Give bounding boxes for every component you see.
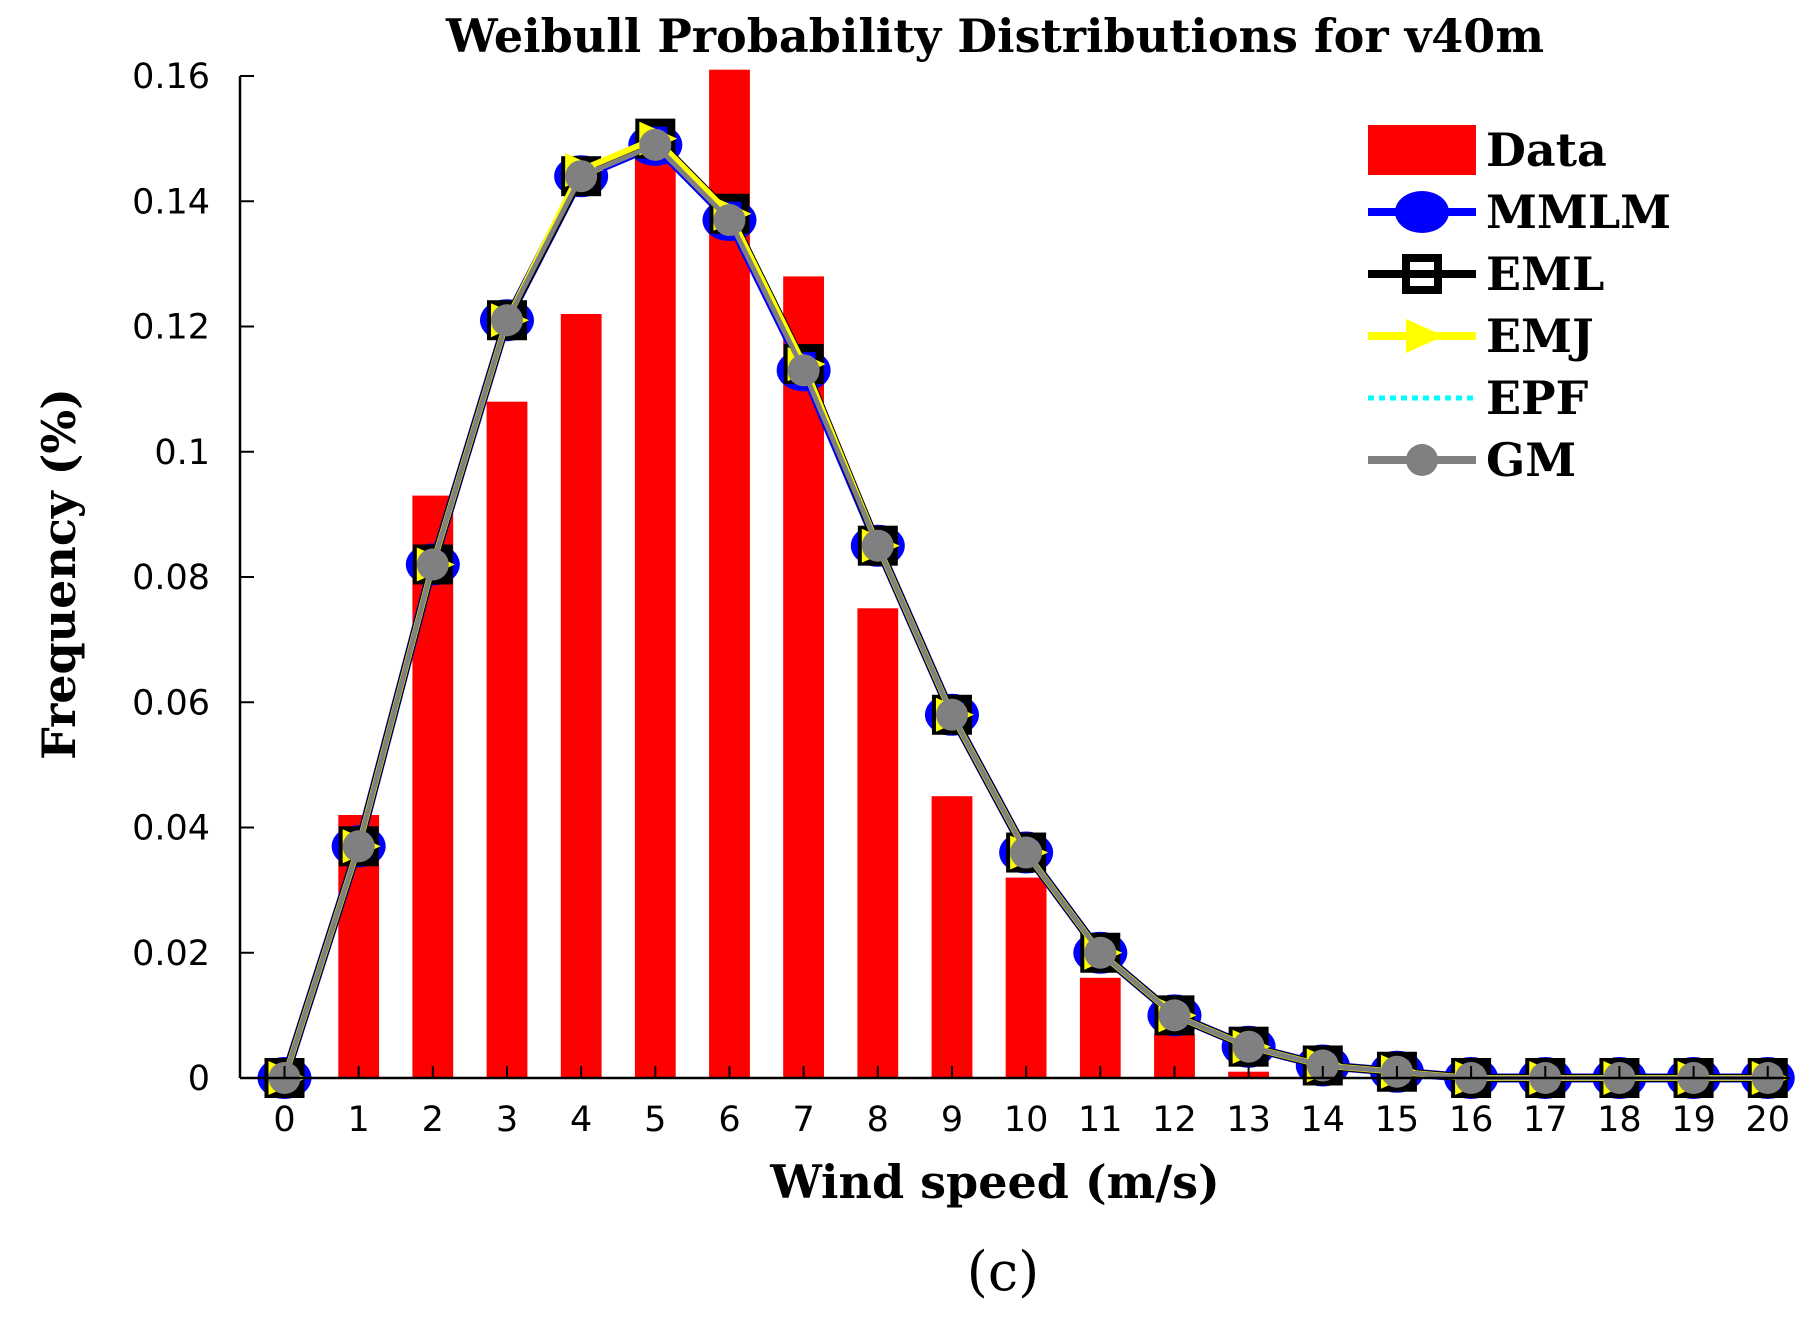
bar-2 <box>412 495 454 1079</box>
x-tick-label: 17 <box>1523 1100 1568 1140</box>
x-tick-label: 2 <box>422 1100 444 1140</box>
x-tick-label: 6 <box>718 1100 740 1140</box>
x-tick-label: 7 <box>792 1100 814 1140</box>
legend-item-data: Data <box>1368 123 1607 177</box>
x-tick-label: 0 <box>273 1100 295 1140</box>
x-tick-label: 9 <box>941 1100 963 1140</box>
x-tick-label: 14 <box>1301 1100 1346 1140</box>
gm-point-13 <box>1232 1030 1265 1063</box>
gm-point-8 <box>861 529 894 562</box>
y-tick-label: 0 <box>188 1059 210 1099</box>
x-tick-label: 5 <box>644 1100 666 1140</box>
y-tick-label: 0.04 <box>132 809 210 849</box>
legend-swatch <box>1368 125 1476 175</box>
legend-marker <box>1402 254 1442 294</box>
bar-9 <box>931 796 973 1078</box>
gm-point-10 <box>1010 836 1043 869</box>
x-tick-label: 10 <box>1004 1100 1049 1140</box>
legend-label: EMJ <box>1486 309 1594 363</box>
gm-point-9 <box>935 698 968 731</box>
x-tick-label: 12 <box>1152 1100 1197 1140</box>
panel-label: (c) <box>967 1240 1039 1303</box>
x-tick-label: 4 <box>570 1100 592 1140</box>
x-axis: 0 1 2 3 4 5 6 7 8 9 10 11 12 13 14 15 16 17 18 19 20 <box>240 1066 1790 1140</box>
gm-point-14 <box>1306 1049 1339 1082</box>
y-tick-label: 0.14 <box>132 182 210 222</box>
x-tick-label: 16 <box>1449 1100 1494 1140</box>
gm-point-5 <box>639 128 672 161</box>
legend-item-emj: EMJ <box>1368 309 1594 363</box>
bar-3 <box>486 401 528 1078</box>
gm-point-1 <box>342 830 375 863</box>
bar-11 <box>1079 977 1121 1078</box>
gm-point-2 <box>416 548 449 581</box>
y-axis-label: Frequency (%) <box>32 388 86 760</box>
y-tick-label: 0.02 <box>132 934 210 974</box>
legend: Data MMLM EML EMJ EPF GM <box>1368 123 1671 487</box>
legend-item-epf: EPF <box>1368 371 1589 425</box>
x-tick-label: 8 <box>867 1100 889 1140</box>
y-tick-label: 0.1 <box>154 433 210 473</box>
gm-point-3 <box>490 304 523 337</box>
legend-label: EML <box>1486 247 1604 301</box>
bar-5 <box>634 157 676 1078</box>
legend-marker <box>1406 444 1438 476</box>
gm-point-4 <box>565 160 598 193</box>
y-axis: 0 0.02 0.04 0.06 0.08 0.1 0.12 0.14 0.16 <box>132 57 254 1099</box>
bar-10 <box>1005 877 1047 1078</box>
x-tick-label: 20 <box>1745 1100 1790 1140</box>
bar-4 <box>560 314 602 1078</box>
legend-marker <box>1395 191 1449 233</box>
legend-marker <box>1406 319 1444 353</box>
plot-area <box>257 69 1795 1099</box>
gm-point-12 <box>1158 999 1191 1032</box>
chart-title: Weibull Probability Distributions for v4… <box>445 9 1544 63</box>
y-tick-label: 0.08 <box>132 558 210 598</box>
y-tick-label: 0.12 <box>132 308 210 348</box>
x-tick-label: 19 <box>1671 1100 1716 1140</box>
legend-label: Data <box>1486 123 1607 177</box>
x-tick-label: 18 <box>1597 1100 1642 1140</box>
gm-point-6 <box>713 204 746 237</box>
legend-item-mmlm: MMLM <box>1368 185 1671 239</box>
x-tick-label: 13 <box>1226 1100 1271 1140</box>
legend-label: EPF <box>1486 371 1589 425</box>
y-tick-label: 0.06 <box>132 683 210 723</box>
gm-point-7 <box>787 354 820 387</box>
legend-label: GM <box>1486 433 1576 487</box>
y-tick-label: 0.16 <box>132 57 210 97</box>
x-tick-label: 15 <box>1375 1100 1420 1140</box>
legend-item-eml: EML <box>1368 247 1604 301</box>
legend-item-gm: GM <box>1368 433 1576 487</box>
x-tick-label: 1 <box>348 1100 370 1140</box>
x-axis-label: Wind speed (m/s) <box>769 1155 1220 1209</box>
x-tick-label: 3 <box>496 1100 518 1140</box>
x-tick-label: 11 <box>1078 1100 1123 1140</box>
bar-8 <box>857 608 899 1078</box>
legend-label: MMLM <box>1486 185 1671 239</box>
gm-point-11 <box>1084 936 1117 969</box>
